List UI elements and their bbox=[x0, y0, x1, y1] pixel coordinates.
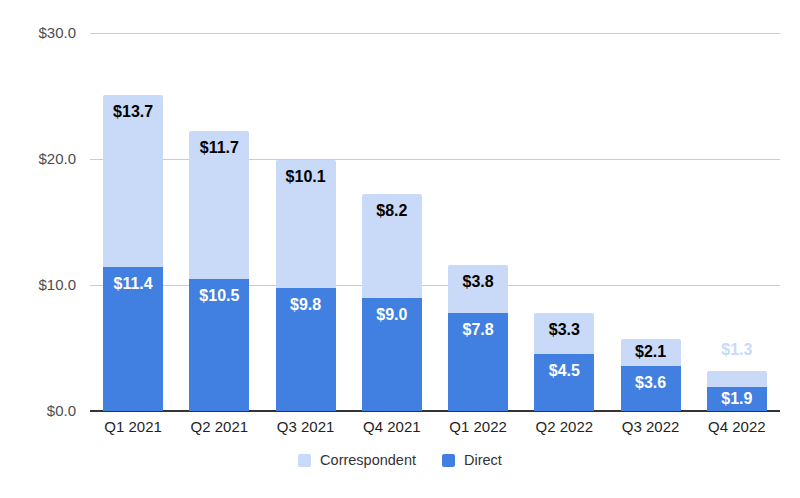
legend-label: Correspondent bbox=[320, 452, 416, 468]
bar-value-label-direct: $9.0 bbox=[352, 306, 432, 324]
stacked-bar-chart: $0.0 $10.0 $20.0 $30.0 $13.7 $11.4 Q1 2021 $11.… bbox=[0, 0, 800, 498]
bar-value-label-correspondent: $2.1 bbox=[611, 343, 691, 361]
bar-value-label-correspondent: $13.7 bbox=[93, 103, 173, 121]
y-axis-tick-label: $10.0 bbox=[0, 277, 76, 293]
bar-value-label-direct: $4.5 bbox=[524, 362, 604, 380]
bar-value-label-direct: $7.8 bbox=[438, 321, 518, 339]
x-axis-category-label: Q3 2021 bbox=[263, 418, 349, 436]
x-axis-category-label: Q3 2022 bbox=[608, 418, 694, 436]
y-axis-tick-label: $30.0 bbox=[0, 25, 76, 41]
bar-segment-correspondent bbox=[707, 371, 767, 387]
legend-item-direct: Direct bbox=[442, 452, 502, 468]
x-axis-category-label: Q1 2021 bbox=[90, 418, 176, 436]
bar-value-label-direct: $9.8 bbox=[266, 296, 346, 314]
bar-value-label-direct: $11.4 bbox=[93, 275, 173, 293]
x-axis-category-label: Q1 2022 bbox=[435, 418, 521, 436]
gridline bbox=[90, 33, 780, 34]
bar-value-label-direct: $1.9 bbox=[697, 390, 777, 408]
bar-value-label-direct: $10.5 bbox=[179, 287, 259, 305]
y-axis-tick-label: $20.0 bbox=[0, 151, 76, 167]
bar-value-label-correspondent: $1.3 bbox=[697, 341, 777, 359]
bar-value-label-correspondent: $10.1 bbox=[266, 168, 346, 186]
bar-value-label-direct: $3.6 bbox=[611, 374, 691, 392]
bar-value-label-correspondent: $8.2 bbox=[352, 202, 432, 220]
bar-value-label-correspondent: $3.8 bbox=[438, 273, 518, 291]
y-axis-tick-label: $0.0 bbox=[0, 403, 76, 419]
bar-value-label-correspondent: $11.7 bbox=[179, 139, 259, 157]
bar-value-label-correspondent: $3.3 bbox=[524, 321, 604, 339]
x-axis-category-label: Q4 2022 bbox=[694, 418, 780, 436]
legend-label: Direct bbox=[464, 452, 502, 468]
legend: Correspondent Direct bbox=[0, 452, 800, 468]
x-axis-category-label: Q4 2021 bbox=[349, 418, 435, 436]
legend-item-correspondent: Correspondent bbox=[298, 452, 416, 468]
x-axis-category-label: Q2 2021 bbox=[176, 418, 262, 436]
legend-swatch-correspondent bbox=[298, 454, 311, 467]
legend-swatch-direct bbox=[442, 454, 455, 467]
x-axis-category-label: Q2 2022 bbox=[521, 418, 607, 436]
